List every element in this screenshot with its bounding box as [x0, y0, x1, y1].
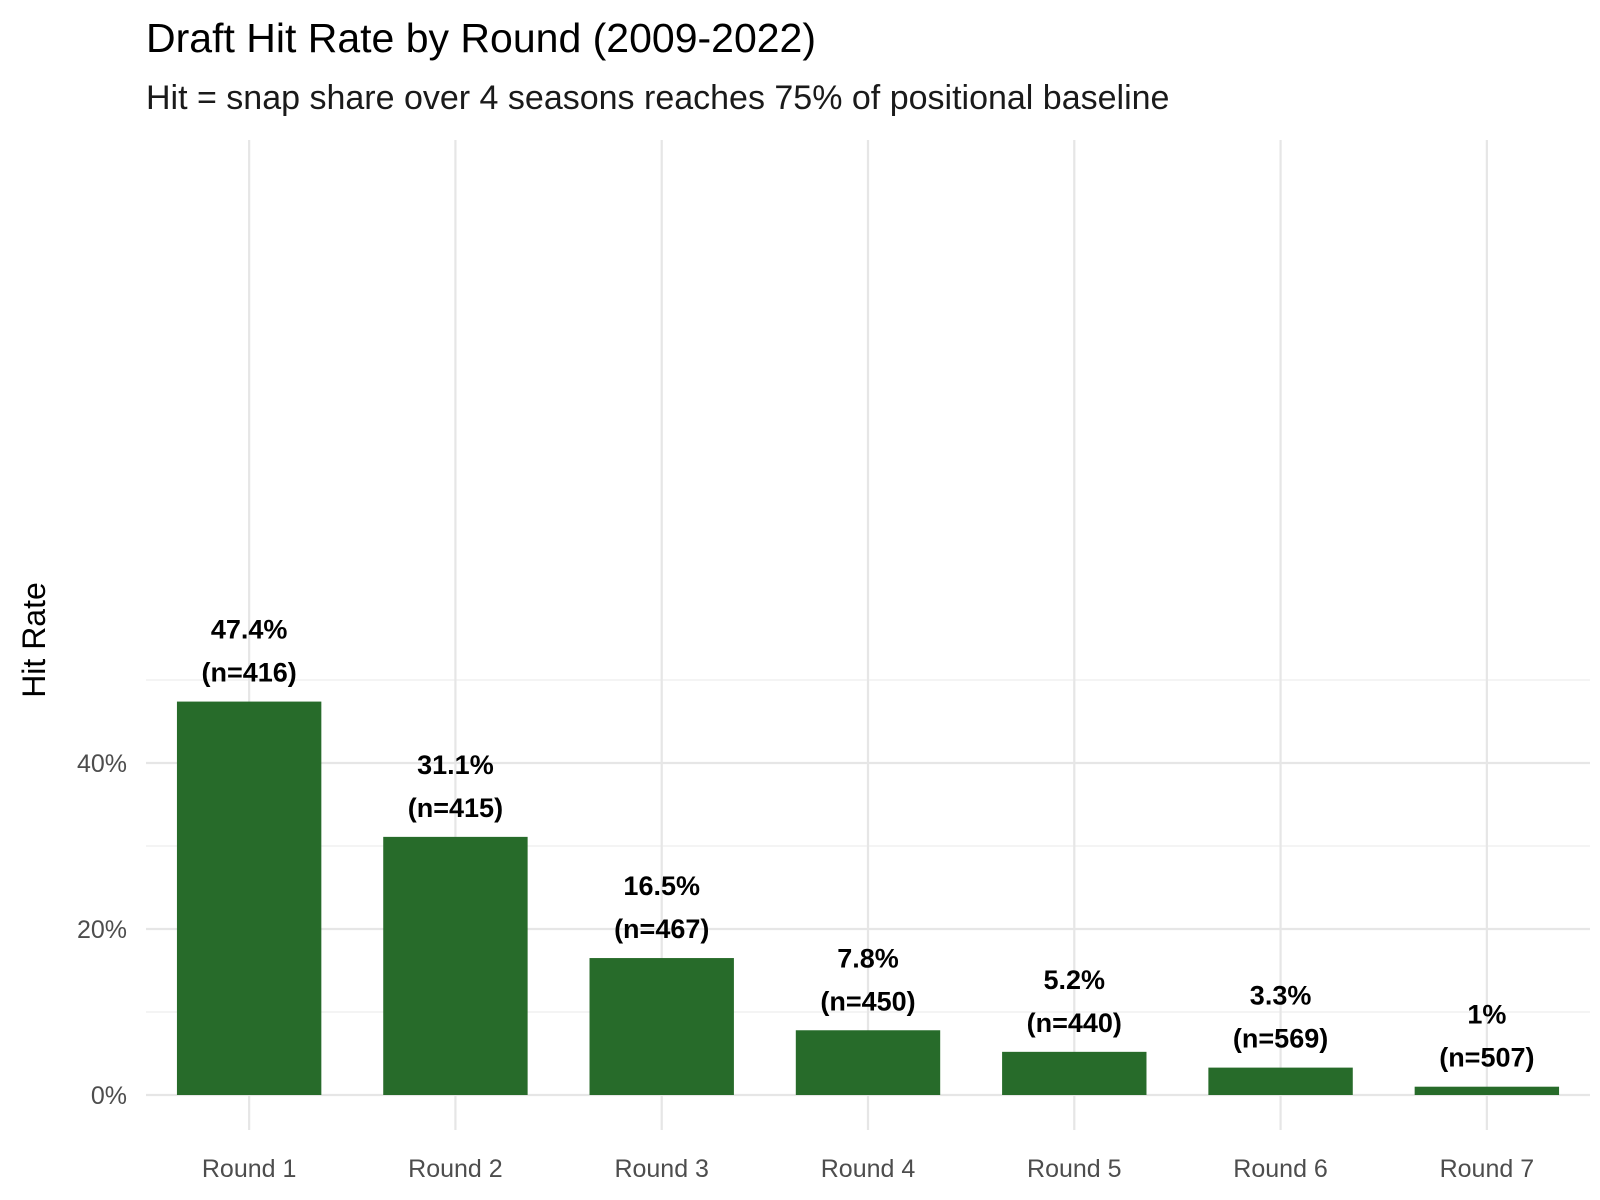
x-tick-label: Round 6 — [1233, 1155, 1328, 1183]
bar-value-label: 3.3% — [1250, 981, 1312, 1011]
y-axis-label: Hit Rate — [16, 582, 52, 698]
bar-value-label: 1% — [1467, 1000, 1506, 1030]
bar-value-label: 31.1% — [417, 750, 494, 780]
bar-count-label: (n=450) — [820, 986, 915, 1016]
bar-value-label: 5.2% — [1044, 965, 1106, 995]
bar — [176, 701, 322, 1095]
bar-value-label: 7.8% — [837, 943, 899, 973]
bar — [1414, 1086, 1560, 1095]
x-axis-ticks: Round 1 Round 2 Round 3 Round 4 Round 5 Round… — [202, 1155, 1534, 1183]
x-tick-label: Round 4 — [821, 1155, 916, 1183]
bar-count-label: (n=569) — [1233, 1024, 1328, 1054]
y-tick-label: 20% — [77, 916, 127, 944]
chart-subtitle: Hit = snap share over 4 seasons reaches … — [146, 79, 1169, 117]
x-tick-label: Round 2 — [408, 1155, 503, 1183]
chart-title: Draft Hit Rate by Round (2009-2022) — [146, 15, 816, 61]
x-tick-label: Round 5 — [1027, 1155, 1122, 1183]
y-tick-label: 0% — [91, 1082, 127, 1110]
bar-count-label: (n=416) — [201, 658, 296, 688]
bar — [1208, 1067, 1353, 1095]
bar — [795, 1030, 941, 1095]
grid-lines — [146, 140, 1590, 1130]
data-labels: 47.4% (n=416) 31.1% (n=415) 16.5% (n=467) 7.8%… — [201, 615, 1534, 1073]
y-tick-label: 40% — [77, 750, 127, 778]
bar-count-label: (n=440) — [1027, 1008, 1122, 1038]
bar-count-label: (n=415) — [408, 793, 503, 823]
x-tick-label: Round 7 — [1440, 1155, 1535, 1183]
y-axis-ticks: 0% 20% 40% — [77, 750, 127, 1110]
bars — [176, 701, 1560, 1095]
bar-count-label: (n=507) — [1439, 1043, 1534, 1073]
bar-value-label: 47.4% — [211, 615, 288, 645]
bar — [1002, 1051, 1147, 1095]
x-tick-label: Round 3 — [614, 1155, 709, 1183]
bar-value-label: 16.5% — [623, 871, 700, 901]
bar — [383, 836, 528, 1095]
bar-count-label: (n=467) — [614, 914, 709, 944]
bar — [589, 958, 734, 1095]
x-tick-label: Round 1 — [202, 1155, 297, 1183]
